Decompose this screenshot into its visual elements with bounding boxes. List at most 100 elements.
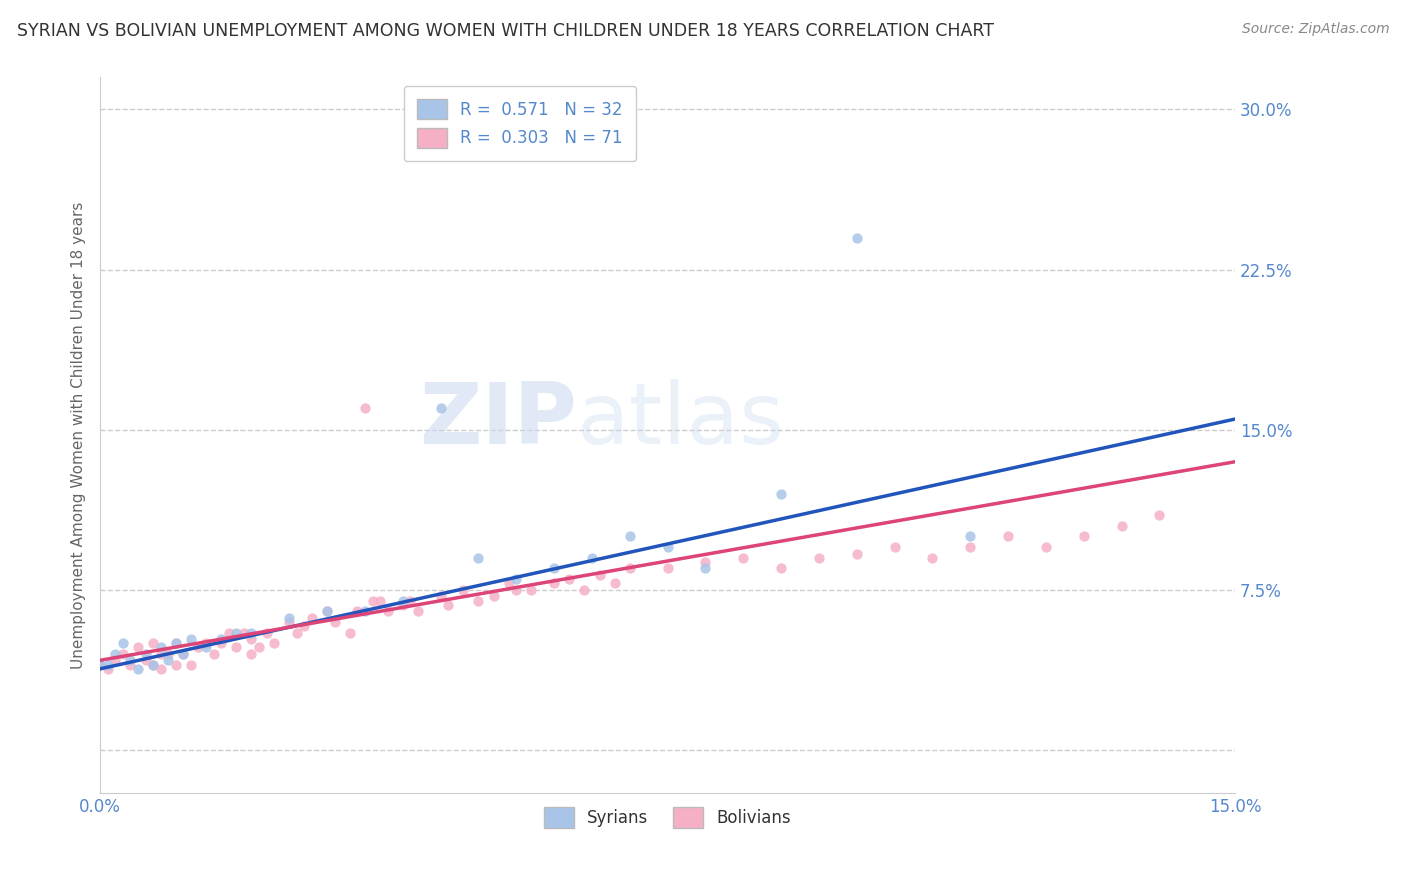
Point (695, 555, 717, 569)
Point (361, 593, 384, 607)
Point (209, 632, 232, 646)
Point (149, 640, 172, 655)
Point (180, 632, 202, 646)
Point (111, 636, 134, 650)
Point (104, 653, 127, 667)
Point (202, 647, 225, 661)
Point (195, 636, 218, 650)
Point (232, 625, 254, 640)
Point (240, 625, 263, 640)
Point (574, 582, 596, 597)
Point (157, 653, 180, 667)
Point (339, 625, 361, 640)
Point (406, 604, 429, 618)
Point (959, 529, 981, 543)
Point (256, 625, 278, 640)
Point (505, 582, 527, 597)
Point (1035, 540, 1057, 554)
Point (97, 657, 120, 672)
Point (391, 593, 413, 607)
Point (135, 653, 157, 667)
Point (278, 615, 301, 629)
Text: Source: ZipAtlas.com: Source: ZipAtlas.com (1241, 22, 1389, 37)
Point (89, 657, 111, 672)
Point (543, 561, 565, 575)
Point (157, 647, 180, 661)
Point (142, 657, 165, 672)
Point (399, 593, 422, 607)
Point (437, 598, 460, 612)
Point (225, 640, 247, 655)
Point (770, 487, 793, 501)
Point (294, 619, 316, 633)
Point (263, 636, 285, 650)
Point (354, 401, 377, 416)
Point (301, 610, 323, 624)
Legend: Syrians, Bolivians: Syrians, Bolivians (537, 801, 799, 834)
Point (195, 640, 218, 655)
Point (316, 604, 339, 618)
Point (209, 636, 232, 650)
Point (135, 647, 157, 661)
Point (218, 625, 240, 640)
Point (429, 589, 451, 603)
Text: ZIP: ZIP (419, 379, 576, 462)
Point (1073, 529, 1095, 543)
Point (104, 647, 127, 661)
Point (505, 572, 527, 586)
Point (619, 529, 641, 543)
Point (845, 230, 868, 244)
Point (520, 582, 543, 597)
Point (149, 647, 172, 661)
Point (346, 604, 368, 618)
Point (558, 572, 581, 586)
Point (695, 561, 717, 575)
Y-axis label: Unemployment Among Women with Children Under 18 years: Unemployment Among Women with Children U… (72, 202, 86, 669)
Point (127, 640, 149, 655)
Point (165, 636, 187, 650)
Point (453, 582, 475, 597)
Point (172, 647, 194, 661)
Point (619, 561, 641, 575)
Point (368, 593, 391, 607)
Point (120, 653, 142, 667)
Point (921, 550, 943, 565)
Point (285, 625, 308, 640)
Text: SYRIAN VS BOLIVIAN UNEMPLOYMENT AMONG WOMEN WITH CHILDREN UNDER 18 YEARS CORRELA: SYRIAN VS BOLIVIAN UNEMPLOYMENT AMONG WO… (17, 22, 994, 40)
Point (845, 547, 868, 561)
Point (581, 550, 603, 565)
Point (467, 593, 489, 607)
Point (142, 636, 165, 650)
Point (111, 647, 134, 661)
Point (316, 604, 339, 618)
Point (603, 576, 626, 591)
Point (187, 640, 209, 655)
Point (225, 625, 247, 640)
Point (543, 576, 565, 591)
Point (429, 401, 451, 416)
Point (770, 561, 793, 575)
Point (323, 615, 346, 629)
Point (247, 640, 270, 655)
Point (89, 657, 111, 672)
Point (498, 576, 520, 591)
Point (120, 657, 142, 672)
Point (142, 657, 165, 672)
Point (97, 662, 120, 676)
Text: atlas: atlas (576, 379, 785, 462)
Point (657, 561, 679, 575)
Point (354, 604, 377, 618)
Point (1111, 518, 1133, 533)
Point (1149, 508, 1171, 522)
Point (657, 540, 679, 554)
Point (959, 540, 981, 554)
Point (391, 598, 413, 612)
Point (467, 550, 489, 565)
Point (997, 529, 1019, 543)
Point (180, 657, 202, 672)
Point (165, 657, 187, 672)
Point (482, 589, 505, 603)
Point (240, 632, 263, 646)
Point (278, 610, 301, 624)
Point (377, 604, 399, 618)
